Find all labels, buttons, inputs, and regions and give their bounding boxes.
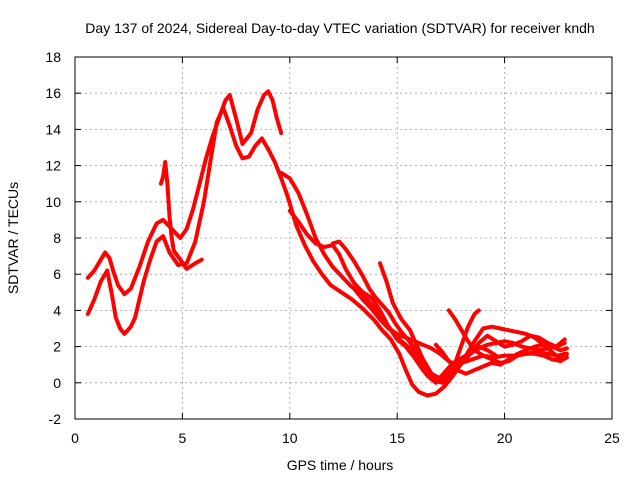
y-tick-label: 4	[53, 302, 61, 318]
chart-title: Day 137 of 2024, Sidereal Day-to-day VTE…	[85, 20, 594, 36]
x-axis-label: GPS time / hours	[287, 457, 394, 473]
axis-ticks	[74, 56, 613, 420]
series-line-sat-j	[433, 342, 498, 367]
y-axis-label: SDTVAR / TECUs	[5, 182, 21, 294]
y-tick-label: 18	[45, 49, 61, 65]
x-tick-labels: 0 5 10 15 20 25	[71, 430, 620, 446]
series-group	[85, 89, 569, 398]
series-line-sat-h	[158, 160, 204, 271]
y-tick-label: 2	[53, 339, 61, 355]
x-tick-label: 10	[282, 430, 298, 446]
series-line-sat-e	[330, 239, 567, 383]
x-tick-label: 25	[604, 430, 620, 446]
y-tick-label: 16	[45, 85, 61, 101]
series-line-sat-b	[85, 89, 284, 297]
y-tick-label: 12	[45, 158, 61, 174]
x-tick-label: 20	[497, 430, 513, 446]
y-tick-label: 8	[53, 230, 61, 246]
x-tick-label: 15	[389, 430, 405, 446]
series-line-sat-g	[352, 286, 569, 376]
y-tick-label: 14	[45, 121, 61, 137]
series-line-sat-d	[287, 208, 569, 382]
y-tick-label: 10	[45, 194, 61, 210]
y-tick-label: 0	[53, 375, 61, 391]
y-tick-label: -2	[49, 411, 62, 427]
y-tick-label: 6	[53, 266, 61, 282]
y-tick-labels: -2 0 2 4 6 8 10 12 14 16 18	[45, 49, 61, 427]
series-line-sat-i	[446, 308, 569, 365]
x-tick-label: 0	[71, 430, 79, 446]
x-tick-label: 5	[179, 430, 187, 446]
